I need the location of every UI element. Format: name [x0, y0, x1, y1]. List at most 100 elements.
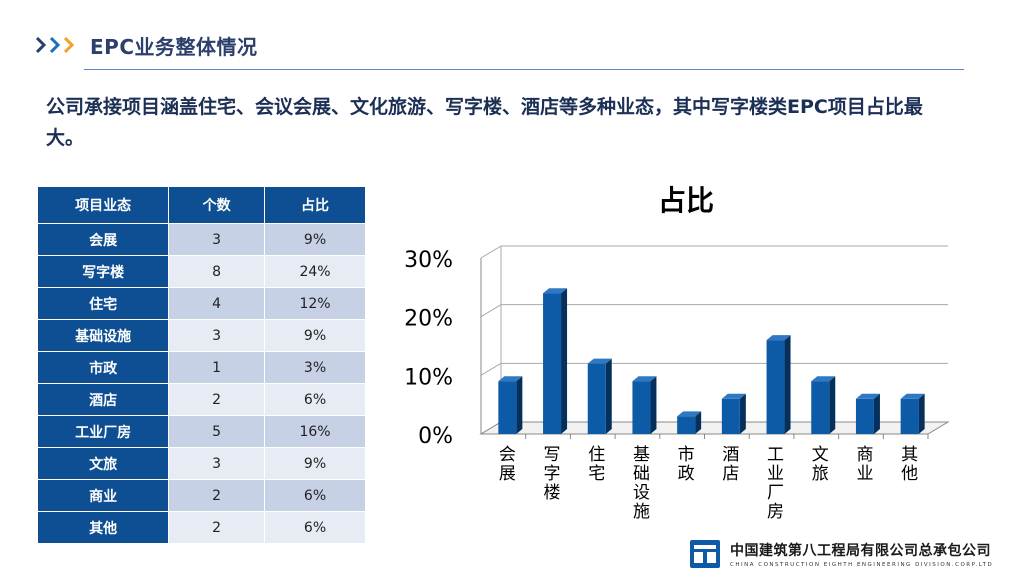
bar-top — [900, 393, 925, 399]
bar — [677, 416, 696, 434]
table-cell-count: 4 — [168, 287, 266, 320]
table-cell-count: 3 — [168, 447, 266, 480]
company-logo-icon — [690, 540, 720, 568]
x-tick-label: 酒店 — [722, 445, 739, 484]
table-cell-type: 酒店 — [36, 383, 170, 416]
bar-top — [587, 358, 612, 364]
bar-top — [632, 376, 657, 382]
bar-side — [516, 376, 523, 434]
table-row: 其他 2 6% — [36, 511, 366, 544]
bar — [498, 381, 517, 434]
table-cell-type: 商业 — [36, 479, 170, 512]
table-cell-count: 3 — [168, 319, 266, 352]
bar-side — [829, 376, 836, 434]
table-cell-count: 2 — [168, 383, 266, 416]
x-tick-label: 市政 — [678, 445, 695, 484]
table-row: 市政 1 3% — [36, 351, 366, 384]
table-cell-count: 2 — [168, 479, 266, 512]
x-tick-label: 写字楼 — [544, 445, 561, 503]
table-cell-type: 市政 — [36, 351, 170, 384]
bar — [811, 381, 830, 434]
table-row: 文旅 3 9% — [36, 447, 366, 480]
table-cell-type: 其他 — [36, 511, 170, 544]
bar — [721, 398, 740, 434]
title-divider — [84, 69, 964, 70]
table-cell-count: 5 — [168, 415, 266, 448]
gridline-diagonal — [480, 304, 502, 318]
bar — [543, 293, 562, 434]
table-cell-ratio: 6% — [264, 511, 366, 544]
gridline-diagonal — [480, 362, 502, 376]
bar-side — [695, 411, 702, 434]
table-cell-ratio: 6% — [264, 383, 366, 416]
gridline-diagonal — [480, 245, 502, 259]
table-cell-type: 文旅 — [36, 447, 170, 480]
table-cell-type: 会展 — [36, 223, 170, 256]
bar-side — [739, 393, 746, 434]
table-row: 酒店 2 6% — [36, 383, 366, 416]
y-tick-label: 0% — [418, 424, 453, 449]
chevrons-icon — [36, 37, 78, 53]
y-tick-label: 30% — [404, 248, 453, 273]
table-cell-count: 1 — [168, 351, 266, 384]
bar-top — [543, 288, 568, 294]
x-tick-label: 住宅 — [588, 445, 605, 484]
y-tick-label: 10% — [404, 365, 453, 390]
table-cell-count: 8 — [168, 255, 266, 288]
table-row: 商业 2 6% — [36, 479, 366, 512]
table-row: 写字楼 8 24% — [36, 255, 366, 288]
ratio-chart: 占比 0% 10% 20% 30% 会展 写字楼 住宅 基础设施 市政 酒店 工业厂房 文旅 商业 其他 — [386, 176, 966, 538]
bar-top — [677, 411, 702, 417]
header-cell-ratio: 占比 — [264, 186, 366, 224]
x-tick-label: 会展 — [499, 445, 516, 484]
header-cell-count: 个数 — [168, 186, 266, 224]
table-cell-ratio: 6% — [264, 479, 366, 512]
bar-top — [811, 376, 836, 382]
bar — [766, 340, 785, 434]
table-cell-ratio: 9% — [264, 223, 366, 256]
x-tick-label: 基础设施 — [633, 445, 650, 522]
table-cell-ratio: 16% — [264, 415, 366, 448]
table-row: 工业厂房 5 16% — [36, 415, 366, 448]
x-tick-label: 文旅 — [812, 445, 829, 484]
x-tick-label: 其他 — [901, 445, 918, 484]
page-header: EPC业务整体情况 — [36, 28, 258, 62]
table-row: 会展 3 9% — [36, 223, 366, 256]
bar-side — [561, 288, 568, 434]
header-cell-type: 项目业态 — [36, 186, 170, 224]
intro-text: 公司承接项目涵盖住宅、会议会展、文化旅游、写字楼、酒店等多种业态，其中写字楼类E… — [46, 96, 923, 149]
bar-side — [605, 358, 612, 434]
bar — [632, 381, 651, 434]
table-row: 基础设施 3 9% — [36, 319, 366, 352]
table-cell-type: 工业厂房 — [36, 415, 170, 448]
footer: 中国建筑第八工程局有限公司总承包公司 CHINA CONSTRUCTION EI… — [690, 540, 993, 568]
y-tick-label: 20% — [404, 307, 453, 332]
bar — [587, 363, 606, 434]
table-cell-count: 2 — [168, 511, 266, 544]
x-tick-label: 商业 — [856, 445, 873, 484]
table-cell-type: 基础设施 — [36, 319, 170, 352]
bar-side — [784, 335, 791, 434]
bar-top — [721, 393, 746, 399]
table-cell-type: 写字楼 — [36, 255, 170, 288]
bar-top — [855, 393, 880, 399]
bar — [855, 398, 874, 434]
table-cell-type: 住宅 — [36, 287, 170, 320]
table-cell-ratio: 12% — [264, 287, 366, 320]
bar-top — [766, 335, 791, 341]
table-cell-count: 3 — [168, 223, 266, 256]
bar-side — [873, 393, 880, 434]
bar-top — [498, 376, 523, 382]
page-title: EPC业务整体情况 — [90, 34, 258, 59]
table-cell-ratio: 9% — [264, 447, 366, 480]
business-table: 项目业态 个数 占比 会展 3 9% 写字楼 8 24% 住宅 4 12% 基础设施 3 9% … — [36, 186, 366, 544]
bar-side — [650, 376, 657, 434]
table-cell-ratio: 9% — [264, 319, 366, 352]
bar-side — [918, 393, 925, 434]
table-cell-ratio: 3% — [264, 351, 366, 384]
table-header-row: 项目业态 个数 占比 — [36, 186, 366, 224]
company-name-en: CHINA CONSTRUCTION EIGHTH ENGINEERING DI… — [730, 562, 994, 568]
bar — [900, 398, 919, 434]
table-row: 住宅 4 12% — [36, 287, 366, 320]
